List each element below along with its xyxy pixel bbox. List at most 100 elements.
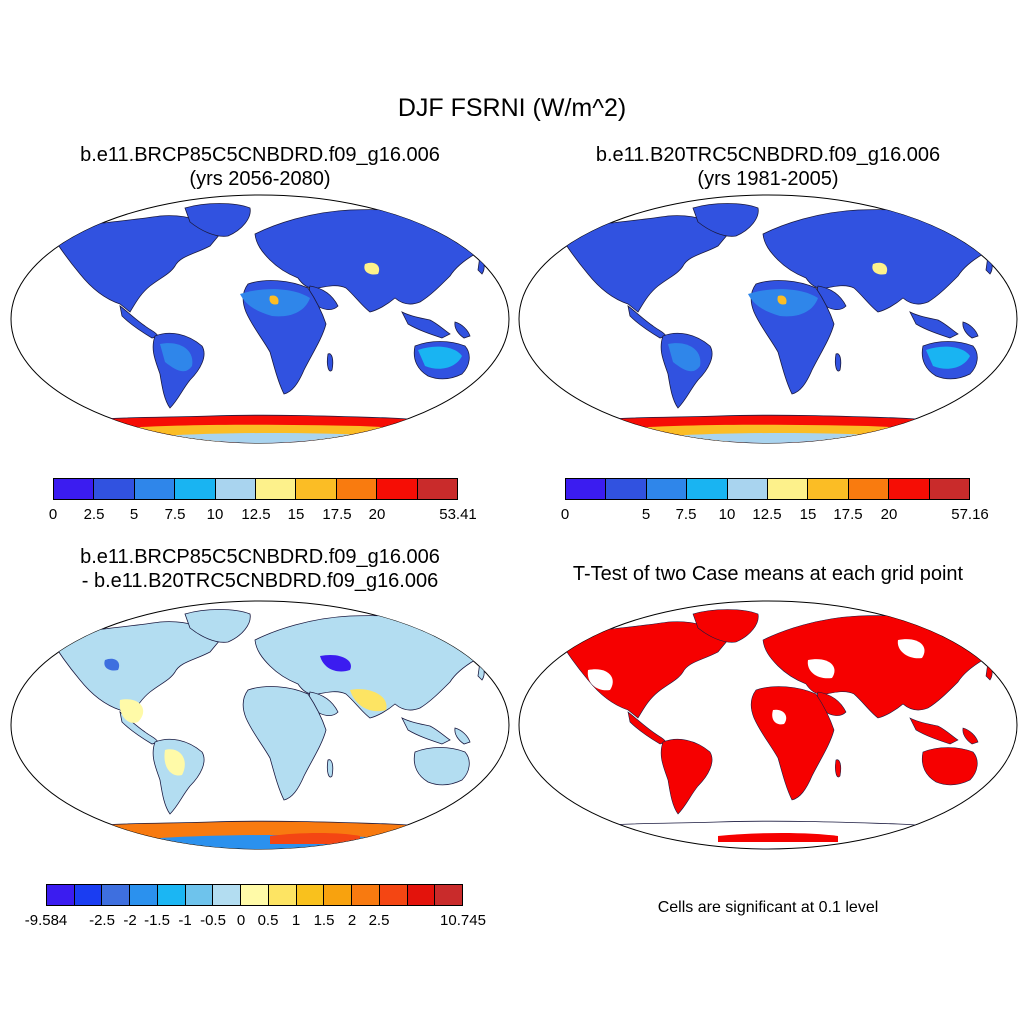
colorbar-tick-label: 53.41 <box>439 506 477 523</box>
colorbar-tick-label: 10.745 <box>440 912 486 929</box>
significant-cells <box>718 833 838 842</box>
colorbar-tick-label: 20 <box>368 506 386 523</box>
colorbar-swatch <box>407 885 436 905</box>
land-negative-patch <box>104 658 120 671</box>
colorbar-swatch <box>727 479 769 499</box>
colorbar-swatch <box>646 479 688 499</box>
colorbar-tick-label: 57.16 <box>951 506 989 523</box>
ttest-note: Cells are significant at 0.1 level <box>657 899 879 916</box>
non-significant-patch <box>772 709 787 725</box>
colorbar-tick-label: 2.5 <box>368 912 390 929</box>
colorbar-tick-label: 5 <box>129 506 139 523</box>
colorbar-swatch <box>157 885 186 905</box>
colorbar-case1 <box>53 478 458 500</box>
panel1-title: b.e11.BRCP85C5CNBDRD.f09_g16.006 (yrs 20… <box>10 143 510 191</box>
land-hotspot <box>777 295 787 305</box>
colorbar-diff <box>46 884 463 906</box>
land-positive-patch <box>350 689 387 712</box>
panel3-map <box>10 600 510 850</box>
colorbar-swatch <box>377 479 418 499</box>
colorbar-swatch <box>768 479 809 499</box>
colorbar-tick-label: 0 <box>236 912 246 929</box>
land-negative-patch <box>320 654 351 672</box>
panel1-title-line1: b.e11.BRCP85C5CNBDRD.f09_g16.006 <box>80 144 440 166</box>
colorbar-tick-label: 2 <box>347 912 357 929</box>
colorbar-swatch <box>215 479 257 499</box>
land-hotspot <box>269 295 279 305</box>
panel3-title: b.e11.BRCP85C5CNBDRD.f09_g16.006 - b.e11… <box>10 545 510 593</box>
colorbar-swatch <box>130 885 158 905</box>
colorbar-swatch <box>566 479 607 499</box>
colorbar-swatch <box>687 479 728 499</box>
colorbar-tick-label: 15 <box>799 506 817 523</box>
colorbar-swatch <box>47 885 75 905</box>
colorbar-tick-label: -2.5 <box>89 912 115 929</box>
colorbar-tick-label: 12.5 <box>752 506 782 523</box>
panel2-map <box>518 194 1018 444</box>
colorbar-swatch <box>848 479 890 499</box>
land-hotspot <box>364 262 380 275</box>
colorbar-swatch <box>54 479 95 499</box>
colorbar-swatch <box>352 885 380 905</box>
panel4-title: T-Test of two Case means at each grid po… <box>518 562 1018 586</box>
non-significant-patch <box>897 639 925 659</box>
panel3-title-line2: - b.e11.B20TRC5CNBDRD.f09_g16.006 <box>81 570 439 592</box>
colorbar-tick-label: -0.5 <box>200 912 226 929</box>
non-significant-patch <box>807 659 835 679</box>
colorbar-swatch <box>296 479 337 499</box>
land-high-band <box>926 346 970 369</box>
land-positive-patch <box>119 699 144 723</box>
panel1-title-line2: (yrs 2056-2080) <box>189 168 331 190</box>
colorbar-tick-label: -1.5 <box>144 912 170 929</box>
colorbar-swatch <box>94 479 135 499</box>
non-significant-patch <box>587 669 613 691</box>
colorbar-tick-label: 1.5 <box>313 912 335 929</box>
land-hotspot <box>872 262 888 275</box>
colorbar-swatch <box>185 885 214 905</box>
colorbar-swatch <box>606 479 647 499</box>
colorbar-tick-label: 0.5 <box>257 912 279 929</box>
land-positive-patch <box>164 749 185 776</box>
panel2-title-line1: b.e11.B20TRC5CNBDRD.f09_g16.006 <box>595 144 941 166</box>
panel2-title-line2: (yrs 1981-2005) <box>697 168 839 190</box>
land-mid-band <box>160 343 193 372</box>
colorbar-swatch <box>256 479 297 499</box>
colorbar-swatch <box>296 885 325 905</box>
colorbar-tick-label: -2 <box>123 912 137 929</box>
colorbar-tick-label: 17.5 <box>833 506 863 523</box>
colorbar-tick-label: 12.5 <box>241 506 271 523</box>
colorbar-tick-label: 10 <box>718 506 736 523</box>
colorbar-swatch <box>417 479 458 499</box>
colorbar-swatch <box>435 885 463 905</box>
colorbar-swatch <box>336 479 378 499</box>
colorbar-swatch <box>102 885 131 905</box>
colorbar-tick-label: 7.5 <box>675 506 697 523</box>
panel2-title: b.e11.B20TRC5CNBDRD.f09_g16.006 (yrs 198… <box>518 143 1018 191</box>
colorbar-swatch <box>324 885 353 905</box>
figure-title: DJF FSRNI (W/m^2) <box>397 94 627 122</box>
colorbar-tick-label: 0 <box>48 506 58 523</box>
colorbar-tick-label: -1 <box>178 912 192 929</box>
colorbar-swatch <box>175 479 216 499</box>
colorbar-case2 <box>565 478 970 500</box>
panel1-map <box>10 194 510 444</box>
colorbar-tick-label: 20 <box>880 506 898 523</box>
colorbar-tick-label: 2.5 <box>83 506 105 523</box>
colorbar-tick-label: 17.5 <box>322 506 352 523</box>
colorbar-swatch <box>379 885 408 905</box>
land-mid-band <box>668 343 701 372</box>
colorbar-swatch <box>213 885 242 905</box>
colorbar-tick-label: -9.584 <box>24 912 68 929</box>
panel4-title-line1: T-Test of two Case means at each grid po… <box>572 563 964 585</box>
colorbar-tick-label: 10 <box>206 506 224 523</box>
antarctica-interior <box>668 433 898 443</box>
colorbar-tick-label: 0 <box>560 506 570 523</box>
colorbar-tick-label: 5 <box>641 506 651 523</box>
colorbar-swatch <box>241 885 269 905</box>
panel3-title-line1: b.e11.BRCP85C5CNBDRD.f09_g16.006 <box>80 546 440 568</box>
colorbar-swatch <box>268 885 297 905</box>
colorbar-swatch <box>889 479 930 499</box>
panel4-map <box>518 600 1018 850</box>
colorbar-swatch <box>134 479 176 499</box>
antarctica-interior <box>160 433 390 443</box>
